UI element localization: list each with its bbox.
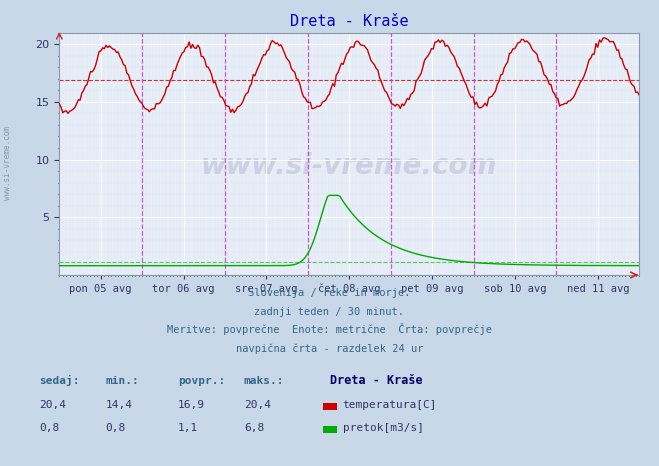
- Text: navpična črta - razdelek 24 ur: navpična črta - razdelek 24 ur: [236, 343, 423, 354]
- Text: 16,9: 16,9: [178, 400, 205, 410]
- Text: 20,4: 20,4: [40, 400, 67, 410]
- Text: povpr.:: povpr.:: [178, 377, 225, 386]
- Text: 0,8: 0,8: [40, 423, 60, 433]
- Text: Slovenija / reke in morje.: Slovenija / reke in morje.: [248, 288, 411, 298]
- Text: pretok[m3/s]: pretok[m3/s]: [343, 423, 424, 433]
- Text: www.si-vreme.com: www.si-vreme.com: [3, 126, 13, 200]
- Title: Dreta - Kraše: Dreta - Kraše: [290, 14, 409, 29]
- Text: Meritve: povprečne  Enote: metrične  Črta: povprečje: Meritve: povprečne Enote: metrične Črta:…: [167, 323, 492, 335]
- Text: min.:: min.:: [105, 377, 139, 386]
- Text: 14,4: 14,4: [105, 400, 132, 410]
- Text: Dreta - Kraše: Dreta - Kraše: [330, 375, 422, 387]
- Text: maks.:: maks.:: [244, 377, 284, 386]
- Text: zadnji teden / 30 minut.: zadnji teden / 30 minut.: [254, 307, 405, 316]
- Text: 20,4: 20,4: [244, 400, 271, 410]
- Text: 6,8: 6,8: [244, 423, 264, 433]
- Text: www.si-vreme.com: www.si-vreme.com: [201, 152, 498, 180]
- Text: sedaj:: sedaj:: [40, 376, 80, 386]
- Text: temperatura[C]: temperatura[C]: [343, 400, 437, 410]
- Text: 1,1: 1,1: [178, 423, 198, 433]
- Text: 0,8: 0,8: [105, 423, 126, 433]
